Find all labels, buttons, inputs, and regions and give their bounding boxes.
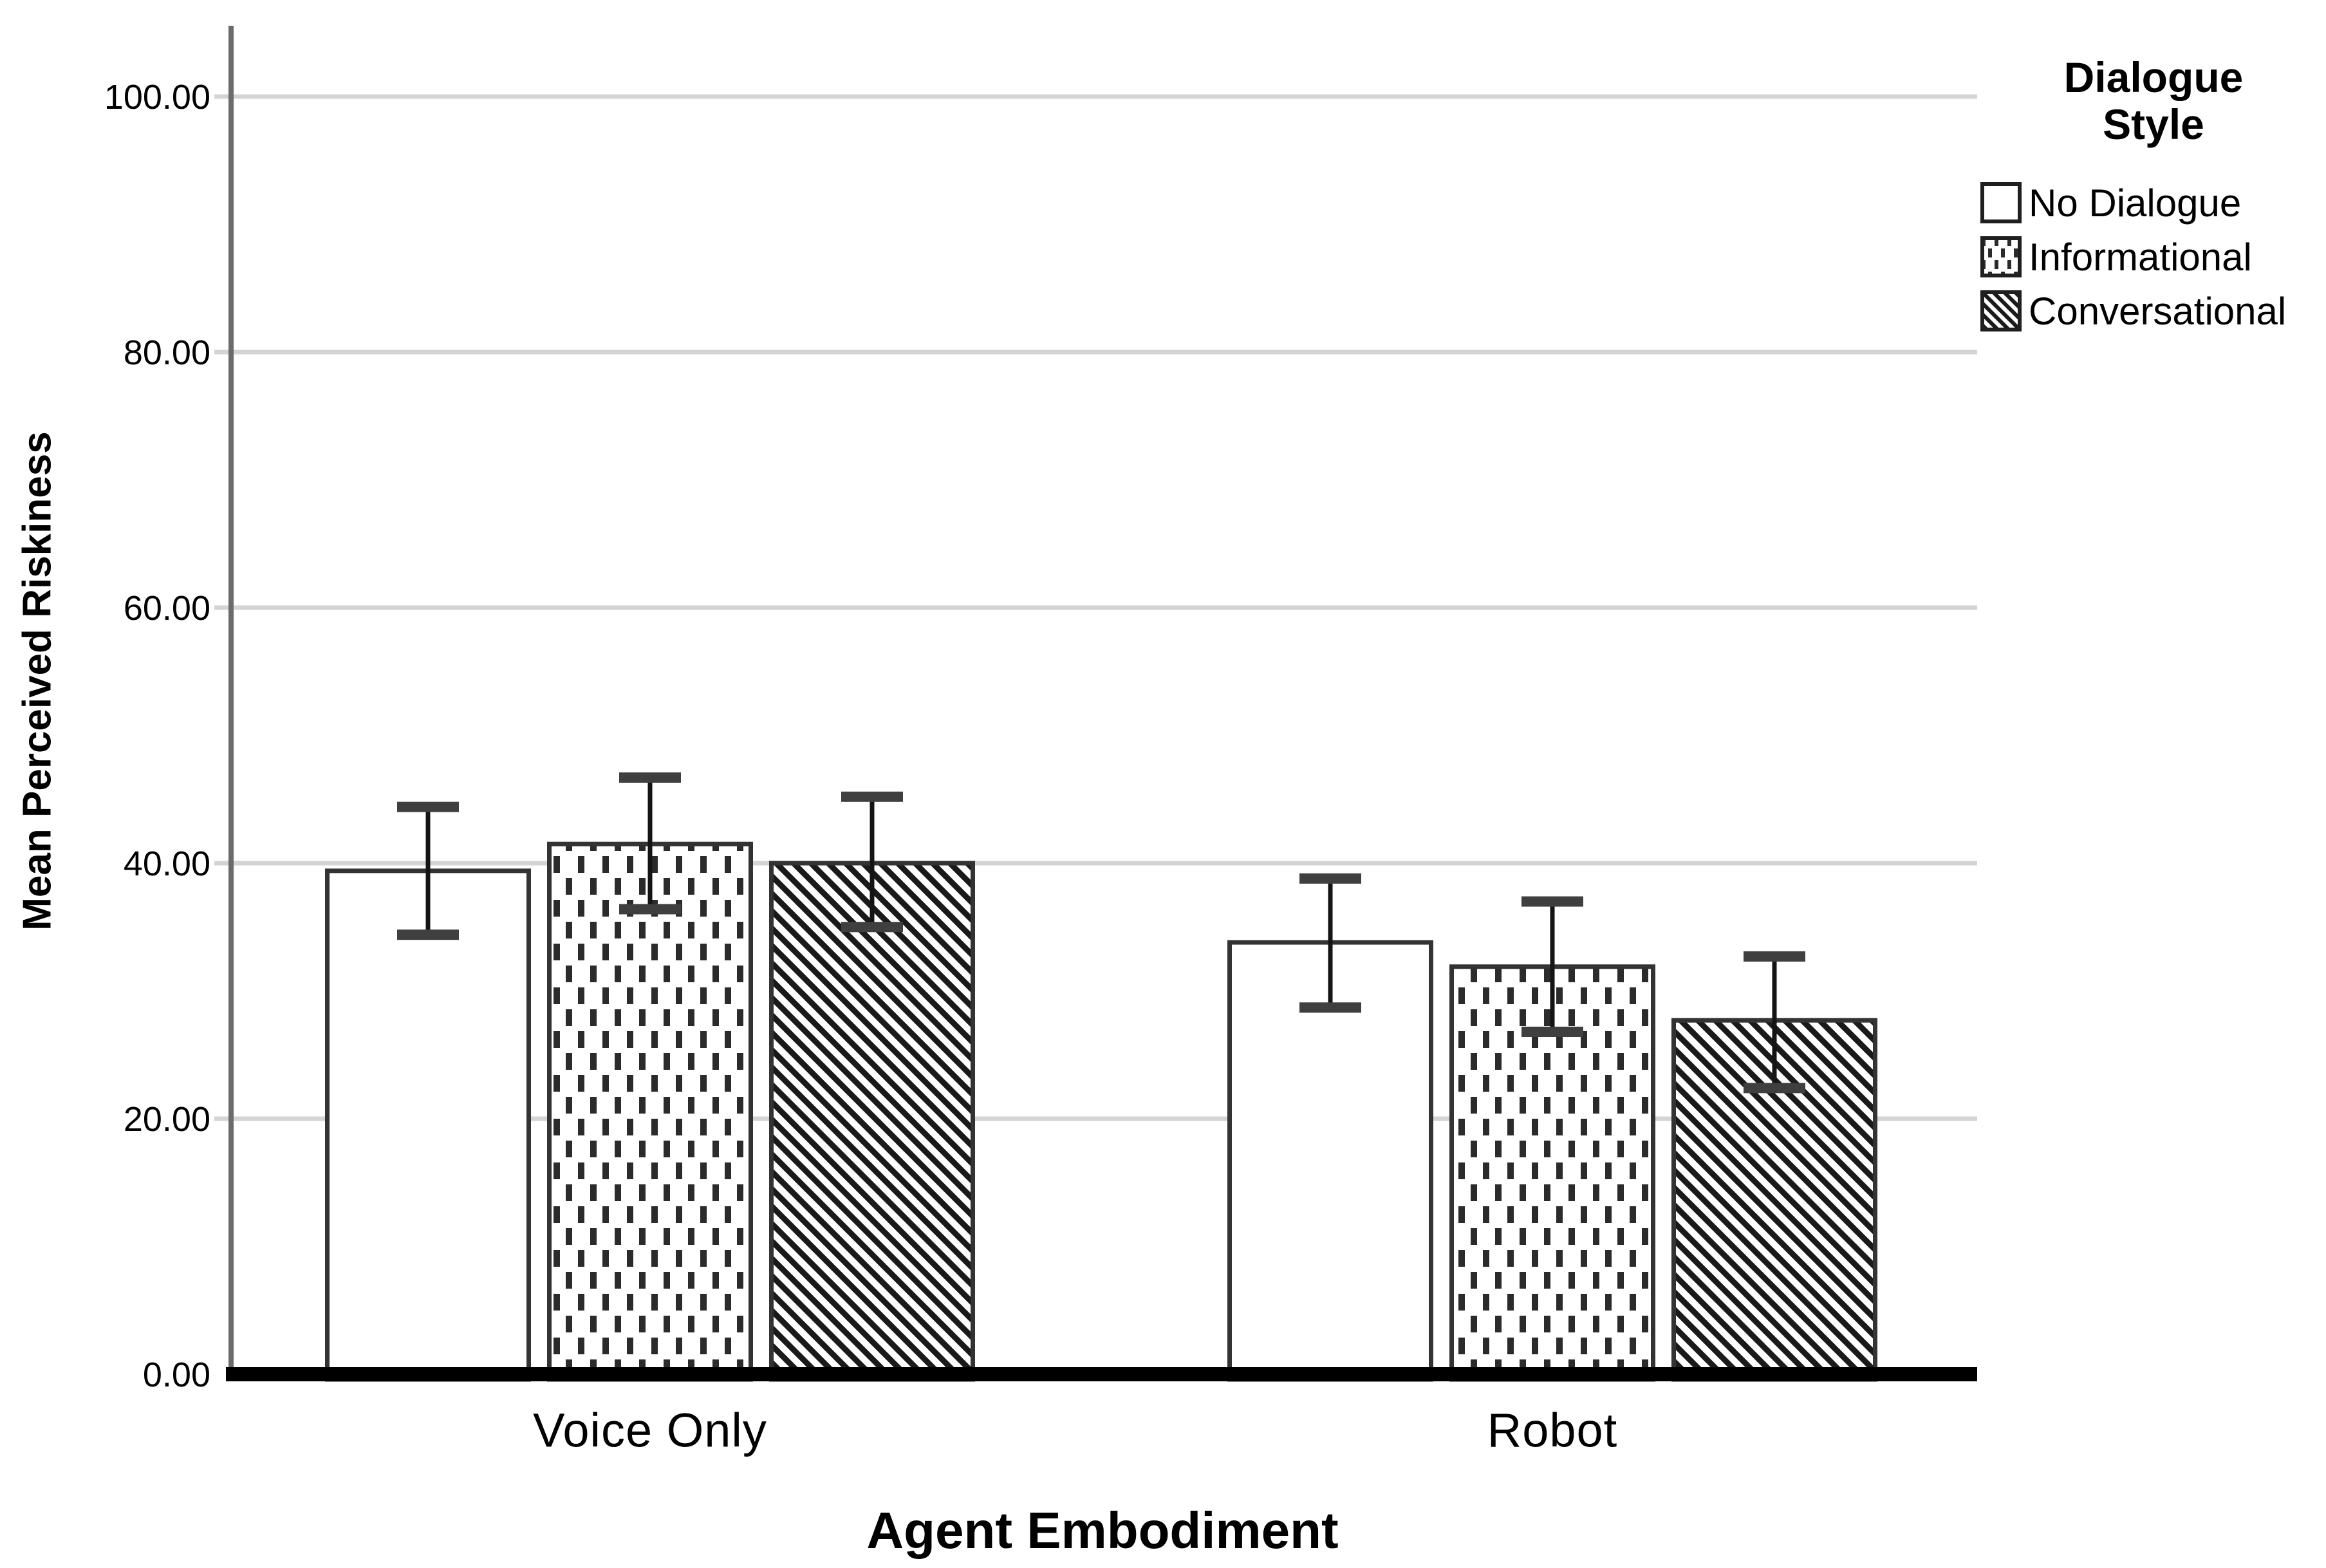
bar-voice-only-conversational — [769, 861, 975, 1382]
legend-title: Dialogue Style — [2063, 53, 2244, 148]
error-cap-lower — [1744, 1083, 1805, 1094]
bar-voice-only-informational — [547, 841, 753, 1382]
gridline-20 — [214, 1116, 1977, 1121]
error-whisker — [425, 807, 431, 935]
gridline-40 — [214, 861, 1977, 866]
error-cap-lower — [397, 929, 459, 940]
y-axis-line — [228, 26, 234, 1381]
x-category-label-robot: Robot — [1487, 1403, 1618, 1457]
axes-group — [226, 26, 1977, 1381]
error-cap-upper — [619, 772, 681, 783]
x-category-label-voice-only: Voice Only — [533, 1403, 767, 1457]
error-cap-upper — [841, 791, 903, 802]
gridline-100 — [214, 94, 1977, 99]
legend-swatch-plain-icon — [1980, 182, 2022, 224]
error-whisker — [1772, 956, 1777, 1088]
error-cap-upper — [1521, 896, 1583, 907]
error-cap-lower — [1299, 1002, 1361, 1013]
error-cap-lower — [841, 922, 903, 933]
x-axis-title: Agent Embodiment — [866, 1502, 1339, 1559]
y-tick-label-60: 60.00 — [124, 589, 210, 628]
gridline-80 — [214, 350, 1977, 355]
y-tick-label-0: 0.00 — [143, 1356, 210, 1394]
error-whisker — [870, 796, 875, 928]
bars-group — [325, 841, 1877, 1382]
x-axis-baseline — [226, 1367, 1977, 1381]
error-whisker — [1550, 901, 1555, 1032]
legend-item-no-dialogue: No Dialogue — [1980, 176, 2326, 230]
y-tick-label-100: 100.00 — [104, 78, 210, 117]
legend-item-informational: Informational — [1980, 230, 2326, 284]
legend: Dialogue Style No Dialogue — [1980, 54, 2326, 338]
gridline-60 — [214, 605, 1977, 610]
legend-swatch-dotted-icon — [1980, 236, 2022, 278]
bar-voice-only-no-dialogue — [325, 868, 531, 1382]
gridlines-group — [214, 94, 1977, 1121]
error-bars-group — [397, 772, 1805, 1094]
legend-label-no-dialogue: No Dialogue — [2029, 181, 2242, 225]
y-tick-label-80: 80.00 — [124, 333, 210, 372]
error-cap-upper — [1299, 873, 1361, 884]
y-axis-title: Mean Perceived Riskiness — [15, 431, 60, 931]
bar-robot-no-dialogue — [1227, 940, 1433, 1382]
error-whisker — [1328, 878, 1333, 1008]
error-cap-upper — [1744, 951, 1805, 962]
legend-label-informational: Informational — [2029, 235, 2252, 279]
error-cap-upper — [397, 801, 459, 812]
error-cap-lower — [619, 904, 681, 915]
legend-item-conversational: Conversational — [1980, 284, 2326, 338]
error-cap-lower — [1521, 1027, 1583, 1038]
legend-swatch-diagonal-hatch-icon — [1980, 290, 2022, 332]
legend-label-conversational: Conversational — [2029, 289, 2287, 333]
y-tick-labels-group: 0.00 20.00 40.00 60.00 80.00 100.00 — [104, 78, 210, 1394]
error-whisker — [647, 778, 653, 910]
y-tick-label-40: 40.00 — [124, 845, 210, 883]
y-tick-label-20: 20.00 — [124, 1100, 210, 1139]
